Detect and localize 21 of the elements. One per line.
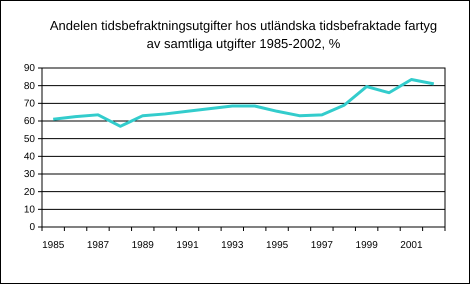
y-tick-label: 20: [24, 186, 36, 198]
x-tick-label: 1989: [132, 240, 154, 252]
line-series: [52, 78, 436, 128]
y-tick-label: 40: [24, 152, 36, 163]
x-tick-label: 2001: [400, 240, 423, 252]
y-tick-label: 10: [24, 204, 36, 216]
y-tick-label: 80: [24, 80, 36, 92]
x-tick-label: 1985: [42, 240, 65, 252]
y-tick-label: 50: [24, 134, 36, 145]
x-tick-label: 1995: [266, 240, 289, 252]
chart-title: Andelen tidsbefraktningsutgifter hos utländska tidsbefraktade fartyg av samtliga utgifter 1985-2002, %: [50, 18, 438, 51]
y-tick-label: 0: [29, 222, 36, 234]
y-tick-label: 70: [24, 98, 36, 110]
x-tick-label: 1993: [221, 240, 244, 252]
y-tick-label: 60: [24, 116, 36, 128]
x-tick-label: 1987: [86, 240, 110, 252]
y-tick-label: 30: [24, 169, 36, 180]
x-tick-label: 1997: [310, 240, 334, 252]
x-tick-label: 1999: [356, 240, 378, 252]
y-tick-label: 90: [24, 63, 36, 74]
x-tick-label: 1991: [176, 240, 200, 252]
